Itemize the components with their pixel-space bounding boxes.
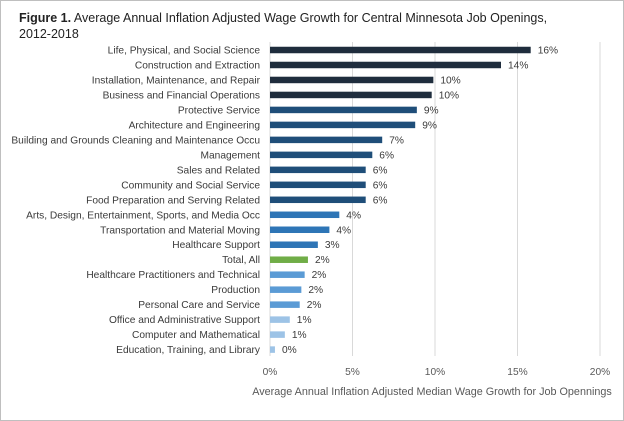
bar [270, 271, 305, 278]
bar [270, 256, 308, 263]
bar [270, 181, 366, 189]
data-label: 1% [292, 330, 307, 341]
data-label: 10% [439, 90, 459, 101]
bar [270, 196, 366, 204]
category-label: Transportation and Material Moving [100, 225, 260, 236]
data-label: 9% [424, 105, 439, 116]
x-tick-label: 15% [507, 367, 527, 378]
bar [270, 316, 290, 323]
category-label: Community and Social Service [121, 180, 260, 191]
category-label: Protective Service [178, 105, 260, 116]
x-tick-label: 5% [345, 367, 360, 378]
figure-title-text: Average Annual Inflation Adjusted Wage G… [19, 11, 548, 41]
data-label: 6% [373, 180, 388, 191]
x-tick-label: 0% [263, 367, 278, 378]
category-label: Installation, Maintenance, and Repair [92, 75, 261, 86]
bar [270, 226, 330, 234]
category-label: Construction and Extraction [135, 60, 260, 71]
category-label: Food Preparation and Serving Related [86, 195, 260, 206]
category-label: Life, Physical, and Social Science [108, 46, 261, 57]
data-label: 6% [373, 165, 388, 176]
data-label: 6% [373, 195, 388, 206]
figure-title: Figure 1. Average Annual Inflation Adjus… [19, 10, 579, 42]
category-label: Management [201, 150, 261, 161]
data-label: 10% [440, 75, 460, 86]
category-label: Personal Care and Service [138, 300, 260, 311]
category-label: Education, Training, and Library [116, 345, 261, 356]
category-label: Building and Grounds Cleaning and Mainte… [11, 135, 260, 146]
bar [270, 151, 373, 159]
data-label: 14% [508, 60, 528, 71]
bar [270, 76, 434, 84]
x-axis-title: Average Annual Inflation Adjusted Median… [252, 386, 612, 398]
figure-label: Figure 1. [19, 11, 72, 25]
data-label: 9% [422, 120, 437, 131]
category-label: Office and Administrative Support [109, 315, 260, 326]
bar [270, 166, 366, 174]
bar [270, 241, 318, 248]
bar [270, 121, 416, 129]
data-label: 2% [308, 285, 323, 296]
data-label: 7% [389, 135, 404, 146]
x-tick-label: 20% [590, 367, 610, 378]
bar [270, 331, 285, 338]
data-label: 4% [346, 210, 361, 221]
data-label: 0% [282, 345, 297, 356]
bar [270, 106, 417, 114]
data-label: 1% [297, 315, 312, 326]
bar [270, 301, 300, 308]
bar [270, 61, 501, 69]
category-label: Business and Financial Operations [103, 90, 260, 101]
bar [270, 136, 383, 144]
category-label: Total, All [222, 255, 260, 266]
category-label: Production [211, 285, 260, 296]
data-label: 2% [315, 255, 330, 266]
category-label: Computer and Mathematical [132, 330, 260, 341]
x-tick-label: 10% [425, 367, 445, 378]
data-label: 2% [307, 300, 322, 311]
bar [270, 346, 275, 353]
data-label: 3% [325, 240, 340, 251]
bar [270, 211, 340, 219]
category-label: Architecture and Engineering [129, 120, 261, 131]
data-label: 2% [312, 270, 327, 281]
data-label: 6% [379, 150, 394, 161]
category-label: Arts, Design, Entertainment, Sports, and… [26, 210, 260, 221]
category-label: Healthcare Support [172, 240, 260, 251]
bar [270, 91, 432, 99]
bar [270, 46, 531, 54]
data-label: 4% [336, 225, 351, 236]
category-label: Healthcare Practitioners and Technical [86, 270, 260, 281]
category-label: Sales and Related [177, 165, 261, 176]
bar [270, 286, 302, 293]
data-label: 16% [538, 46, 558, 57]
